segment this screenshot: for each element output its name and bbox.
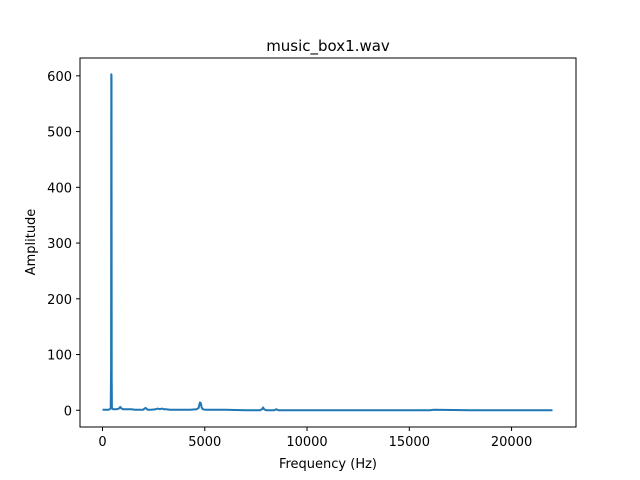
y-tick-label: 100: [47, 349, 72, 364]
x-tick-label: 15000: [389, 435, 430, 450]
y-tick-label: 200: [47, 293, 72, 308]
y-tick-label: 0: [64, 404, 72, 419]
chart-title: music_box1.wav: [266, 37, 390, 56]
y-axis-label: Amplitude: [24, 209, 39, 276]
y-tick-label: 300: [47, 237, 72, 252]
x-axis-label: Frequency (Hz): [279, 457, 377, 472]
x-axis-ticks: 0 5000 10000 15000 20000: [98, 427, 532, 450]
y-tick-label: 500: [47, 126, 72, 141]
x-tick-label: 20000: [491, 435, 532, 450]
y-tick-label: 400: [47, 181, 72, 196]
y-axis-ticks: 0 100 200 300 400 500 600: [47, 70, 80, 419]
x-tick-label: 10000: [286, 435, 327, 450]
x-tick-label: 5000: [188, 435, 221, 450]
series-line: [102, 73, 553, 412]
plot-area: [79, 57, 577, 428]
y-tick-label: 600: [47, 70, 72, 85]
axes-frame: [79, 57, 577, 428]
x-tick-label: 0: [98, 435, 106, 450]
